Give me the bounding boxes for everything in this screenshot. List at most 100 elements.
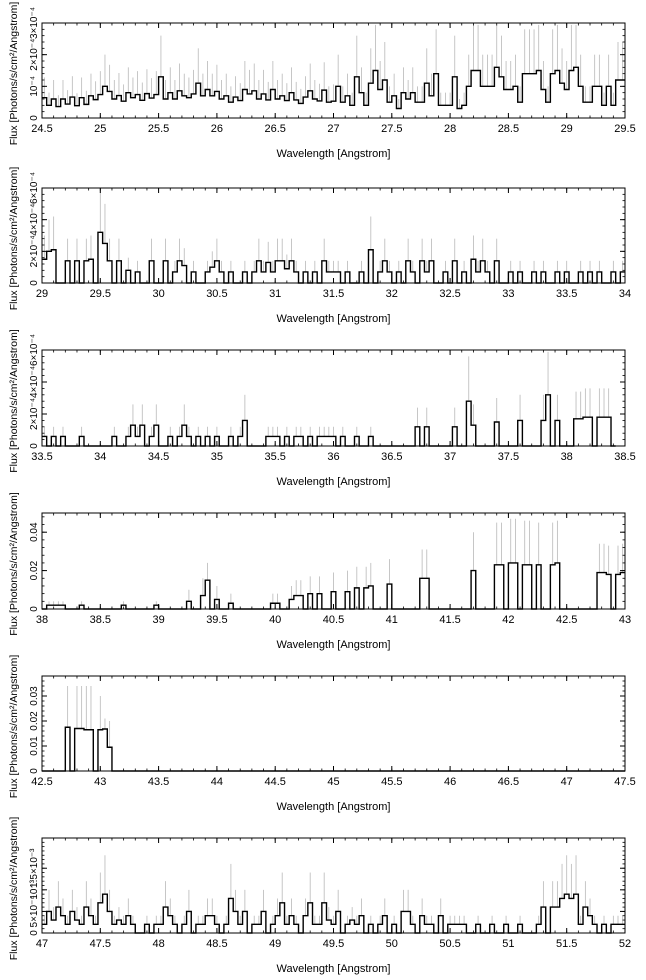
panel-3: 33.5 34 34.5 35 35.5 36 36.5 37 37.5 38 38.5 0 2×10⁻… (8, 329, 636, 488)
x-tick-label: 51.5 (556, 938, 577, 950)
y-tick-label: 10⁻⁴ (29, 76, 40, 97)
y-tick-label: 5×10⁻⁴ (29, 895, 40, 927)
y-tick-label: 6×10⁻⁴ (29, 172, 40, 204)
y-tick-label: 3×10⁻⁴ (29, 7, 40, 39)
x-tick-label: 47.5 (90, 938, 111, 950)
spectrum-histogram (42, 726, 625, 772)
x-tick-label: 29.5 (90, 288, 111, 300)
x-tick-label: 35.5 (264, 451, 285, 463)
x-tick-label: 27.5 (381, 123, 402, 135)
x-tick-label: 45 (327, 776, 339, 788)
x-axis-label: Wavelength [Angstrom] (277, 476, 391, 488)
x-tick-label: 50.5 (439, 938, 460, 950)
y-tick-label: 0 (29, 115, 40, 121)
y-tick-label: 0 (29, 443, 40, 449)
panel-4: 38 38.5 39 39.5 40 40.5 41 41.5 42 42.5 43 0 0.02 0.0… (8, 492, 631, 651)
x-tick-label: 33.5 (31, 451, 52, 463)
x-tick-label: 36.5 (381, 451, 402, 463)
panel-1: 24.5 25 25.5 26 26.5 27 27.5 28 28.5 29 29.5 0 10⁻⁴ 2… (8, 2, 636, 160)
x-tick-label: 40.5 (323, 614, 344, 626)
x-tick-label: 49.5 (323, 938, 344, 950)
x-tick-label: 43 (94, 776, 106, 788)
x-tick-label: 41 (386, 614, 398, 626)
x-tick-label: 52 (619, 938, 631, 950)
spectrum-histogram (42, 893, 625, 934)
x-tick-label: 38 (36, 614, 48, 626)
x-tick-label: 32 (386, 288, 398, 300)
x-tick-label: 27 (327, 123, 339, 135)
x-tick-label: 31 (269, 288, 281, 300)
x-tick-label: 26.5 (264, 123, 285, 135)
y-axis-label: Flux [Photons/s/cm²/Angstrom] (8, 817, 20, 961)
y-tick-label: 0 (29, 280, 40, 286)
x-tick-label: 42.5 (31, 776, 52, 788)
x-tick-label: 30 (152, 288, 164, 300)
y-axis-label: Flux [Photons/s/cm²/Angstrom] (8, 2, 20, 146)
x-tick-label: 47.5 (614, 776, 635, 788)
x-tick-label: 47 (36, 938, 48, 950)
x-tick-label: 51 (502, 938, 514, 950)
y-tick-label: 0.02 (29, 711, 40, 731)
y-tick-label: 0 (29, 606, 40, 612)
y-axis-label: Flux [Photons/s/cm²/Angstrom] (8, 655, 20, 799)
y-tick-label: 0.01 (29, 736, 40, 756)
x-tick-label: 29 (561, 123, 573, 135)
plot-frame (41, 512, 626, 610)
x-tick-label: 47 (561, 776, 573, 788)
error-bars (43, 24, 624, 109)
x-tick-label: 38.5 (90, 614, 111, 626)
x-tick-label: 34.5 (148, 451, 169, 463)
x-tick-label: 36 (327, 451, 339, 463)
x-tick-label: 29.5 (614, 123, 635, 135)
x-tick-label: 40 (269, 614, 281, 626)
y-tick-label: 0 (29, 768, 40, 774)
x-axis-label: Wavelength [Angstrom] (277, 639, 391, 651)
x-tick-label: 34 (94, 451, 106, 463)
x-axis-label: Wavelength [Angstrom] (277, 148, 391, 160)
y-axis-label: Flux [Photons/s/cm²/Angstrom] (8, 492, 20, 636)
x-axis-label: Wavelength [Angstrom] (277, 313, 391, 325)
x-tick-label: 50 (386, 938, 398, 950)
panel-2: 29 29.5 30 30.5 31 31.5 32 32.5 33 33.5 34 0 2×10⁻⁴4… (8, 167, 631, 325)
x-tick-label: 42 (502, 614, 514, 626)
x-tick-label: 38 (561, 451, 573, 463)
x-tick-label: 28 (444, 123, 456, 135)
error-bars (43, 351, 610, 437)
x-tick-label: 30.5 (206, 288, 227, 300)
plot-frame (41, 675, 626, 772)
x-tick-label: 32.5 (439, 288, 460, 300)
x-tick-label: 49 (269, 938, 281, 950)
x-tick-label: 42.5 (556, 614, 577, 626)
x-tick-label: 44 (211, 776, 223, 788)
x-tick-label: 28.5 (498, 123, 519, 135)
x-tick-label: 37.5 (498, 451, 519, 463)
error-bars (48, 518, 624, 606)
y-tick-label: 0.04 (29, 522, 40, 542)
y-tick-label: 2×10⁻⁴ (29, 39, 40, 71)
x-tick-label: 46 (444, 776, 456, 788)
x-tick-label: 33.5 (556, 288, 577, 300)
y-tick-label: 2×10⁻⁴ (29, 235, 40, 267)
panel-6: 47 47.5 48 48.5 49 49.5 50 50.5 51 51.5 5205×10⁻⁴1… (8, 817, 631, 975)
y-tick-label: 2×10⁻⁴ (29, 398, 40, 430)
y-tick-label: 10⁻³ (29, 879, 40, 899)
x-tick-label: 33 (502, 288, 514, 300)
panel-5: 42.5 43 43.5 44 44.5 45 45.5 46 46.5 47 47.5 0 0.01 0… (8, 655, 636, 813)
x-tick-label: 44.5 (264, 776, 285, 788)
y-axis-label: Flux [Photons/s/cm²/Angstrom] (8, 329, 20, 473)
y-tick-label: 1.5×10⁻³ (29, 848, 40, 888)
y-tick-label: 4×10⁻⁴ (29, 204, 40, 236)
spectrum-histogram (42, 394, 616, 447)
x-tick-label: 43 (619, 614, 631, 626)
x-tick-label: 45.5 (381, 776, 402, 788)
x-tick-label: 35 (211, 451, 223, 463)
x-tick-label: 29 (36, 288, 48, 300)
x-tick-label: 31.5 (323, 288, 344, 300)
x-tick-label: 48 (152, 938, 164, 950)
x-tick-label: 43.5 (148, 776, 169, 788)
y-tick-label: 0.03 (29, 686, 40, 706)
error-bars (43, 189, 624, 272)
x-axis-label: Wavelength [Angstrom] (277, 963, 391, 975)
x-axis-label: Wavelength [Angstrom] (277, 801, 391, 813)
